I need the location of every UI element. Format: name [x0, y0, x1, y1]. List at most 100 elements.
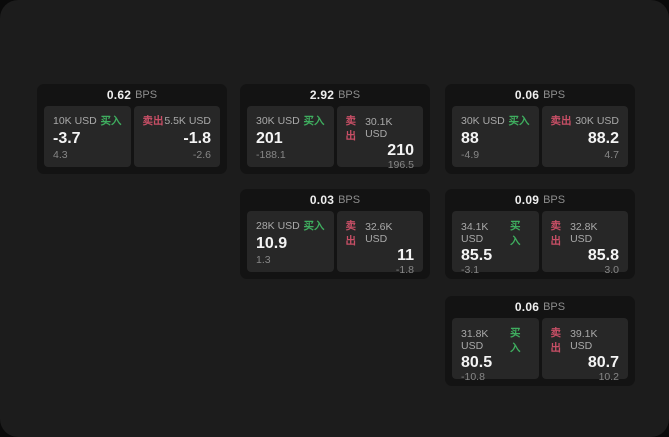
buy-sell-tiles: 10K USD 买入 -3.7 4.3 卖出 5.5K USD -1.8 -2.… — [37, 106, 227, 167]
buy-tile[interactable]: 34.1K USD 买入 85.5 -3.1 — [452, 211, 539, 276]
bps-value: 0.62 — [106, 88, 132, 102]
sell-size-label: 32.6K USD — [365, 221, 393, 245]
buy-tile[interactable]: 30K USD 买入 201 -188.1 — [247, 106, 334, 167]
buy-label: 买入 — [100, 115, 122, 127]
sell-change-value: 196.5 — [387, 159, 414, 171]
sell-tile[interactable]: 卖出 30K USD 88.2 4.7 — [541, 106, 628, 167]
buy-tile-top: 30K USD 买入 — [461, 113, 530, 128]
quote-card: 0.62 BPS 10K USD 买入 -3.7 4.3 卖出 5.5K USD… — [37, 84, 227, 174]
sell-change-value: 3.0 — [604, 264, 619, 276]
sell-label: 卖出 — [142, 115, 164, 127]
quote-card: 0.03 BPS 28K USD 买入 10.9 1.3 卖出 32.6K US… — [240, 189, 430, 279]
buy-label: 买入 — [509, 327, 521, 354]
sell-change-value: -1.8 — [395, 264, 414, 276]
buy-sell-tiles: 30K USD 买入 88 -4.9 卖出 30K USD 88.2 4.7 — [445, 106, 635, 167]
buy-tile[interactable]: 30K USD 买入 88 -4.9 — [452, 106, 539, 167]
buy-label: 买入 — [303, 115, 325, 127]
bps-unit-label: BPS — [543, 194, 566, 206]
quote-card: 2.92 BPS 30K USD 买入 201 -188.1 卖出 30.1K … — [240, 84, 430, 174]
sell-label: 卖出 — [550, 220, 562, 247]
buy-price-value: 201 — [256, 129, 283, 147]
buy-tile[interactable]: 31.8K USD 买入 80.5 -10.8 — [452, 318, 539, 383]
sell-size-label: 5.5K USD — [164, 114, 211, 127]
card-header: 0.09 BPS — [445, 189, 635, 211]
buy-label: 买入 — [303, 220, 325, 232]
sell-label: 卖出 — [345, 115, 357, 142]
bps-unit-label: BPS — [543, 301, 566, 313]
buy-size-label: 28K USD — [256, 219, 300, 232]
buy-tile[interactable]: 10K USD 买入 -3.7 4.3 — [44, 106, 131, 167]
card-header: 0.06 BPS — [445, 84, 635, 106]
buy-size-label: 30K USD — [461, 114, 505, 127]
buy-sell-tiles: 34.1K USD 买入 85.5 -3.1 卖出 32.8K USD 85.8… — [445, 211, 635, 276]
sell-change-value: -2.6 — [192, 149, 211, 161]
sell-tile-top: 卖出 30.1K USD — [346, 113, 415, 143]
sell-tile[interactable]: 卖出 30.1K USD 210 196.5 — [336, 106, 423, 171]
bps-value: 0.06 — [514, 300, 540, 314]
bps-value: 0.06 — [514, 88, 540, 102]
card-header: 0.03 BPS — [240, 189, 430, 211]
buy-price-value: 10.9 — [256, 234, 288, 252]
sell-tile-top: 卖出 32.6K USD — [346, 218, 415, 248]
sell-price-value: 210 — [387, 142, 414, 159]
card-header: 0.06 BPS — [445, 296, 635, 318]
bps-unit-label: BPS — [338, 89, 361, 101]
sell-tile-top: 卖出 32.8K USD — [551, 218, 620, 248]
sell-change-value: 4.7 — [604, 149, 619, 161]
bps-unit-label: BPS — [338, 194, 361, 206]
bps-value: 0.09 — [514, 193, 540, 207]
buy-price-value: -3.7 — [53, 129, 81, 147]
sell-label: 卖出 — [345, 220, 357, 247]
sell-size-label: 30.1K USD — [365, 116, 393, 140]
sell-price-value: 11 — [397, 247, 414, 264]
buy-change-value: -4.9 — [461, 149, 480, 161]
buy-sell-tiles: 28K USD 买入 10.9 1.3 卖出 32.6K USD 11 -1.8 — [240, 211, 430, 276]
card-header: 2.92 BPS — [240, 84, 430, 106]
buy-tile-top: 31.8K USD 买入 — [461, 325, 530, 355]
buy-change-value: 1.3 — [256, 254, 271, 266]
sell-price-value: 88.2 — [587, 129, 619, 147]
sell-tile[interactable]: 卖出 32.6K USD 11 -1.8 — [336, 211, 423, 276]
buy-change-value: 4.3 — [53, 149, 68, 161]
bps-unit-label: BPS — [543, 89, 566, 101]
sell-tile[interactable]: 卖出 32.8K USD 85.8 3.0 — [541, 211, 628, 276]
sell-tile-top: 卖出 30K USD — [551, 113, 620, 128]
sell-size-label: 32.8K USD — [570, 221, 598, 245]
sell-size-label: 30K USD — [575, 114, 619, 127]
buy-price-value: 88 — [461, 129, 479, 147]
card-header: 0.62 BPS — [37, 84, 227, 106]
buy-sell-tiles: 31.8K USD 买入 80.5 -10.8 卖出 39.1K USD 80.… — [445, 318, 635, 383]
buy-size-label: 31.8K USD — [461, 328, 489, 352]
buy-size-label: 30K USD — [256, 114, 300, 127]
buy-tile-top: 10K USD 买入 — [53, 113, 122, 128]
buy-size-label: 34.1K USD — [461, 221, 489, 245]
buy-tile-top: 30K USD 买入 — [256, 113, 325, 128]
sell-tile[interactable]: 卖出 39.1K USD 80.7 10.2 — [541, 318, 628, 383]
quote-card: 0.09 BPS 34.1K USD 买入 85.5 -3.1 卖出 32.8K… — [445, 189, 635, 279]
bps-unit-label: BPS — [135, 89, 158, 101]
buy-size-label: 10K USD — [53, 114, 97, 127]
sell-price-value: -1.8 — [183, 129, 211, 147]
buy-tile-top: 28K USD 买入 — [256, 218, 325, 233]
sell-label: 卖出 — [550, 327, 562, 354]
sell-tile-top: 卖出 5.5K USD — [143, 113, 212, 128]
buy-tile[interactable]: 28K USD 买入 10.9 1.3 — [247, 211, 334, 272]
buy-change-value: -3.1 — [461, 264, 480, 276]
quote-card: 0.06 BPS 30K USD 买入 88 -4.9 卖出 30K USD 8… — [445, 84, 635, 174]
sell-price-value: 80.7 — [587, 354, 619, 371]
buy-tile-top: 34.1K USD 买入 — [461, 218, 530, 248]
buy-sell-tiles: 30K USD 买入 201 -188.1 卖出 30.1K USD 210 1… — [240, 106, 430, 171]
buy-price-value: 80.5 — [461, 354, 493, 371]
buy-change-value: -10.8 — [461, 371, 485, 383]
sell-tile[interactable]: 卖出 5.5K USD -1.8 -2.6 — [133, 106, 220, 167]
sell-tile-top: 卖出 39.1K USD — [551, 325, 620, 355]
sell-change-value: 10.2 — [598, 371, 619, 383]
buy-change-value: -188.1 — [256, 149, 286, 161]
buy-label: 买入 — [509, 220, 521, 247]
sell-label: 卖出 — [550, 115, 572, 127]
buy-price-value: 85.5 — [461, 247, 493, 264]
bps-value: 0.03 — [309, 193, 335, 207]
quote-card: 0.06 BPS 31.8K USD 买入 80.5 -10.8 卖出 39.1… — [445, 296, 635, 386]
sell-size-label: 39.1K USD — [570, 328, 598, 352]
